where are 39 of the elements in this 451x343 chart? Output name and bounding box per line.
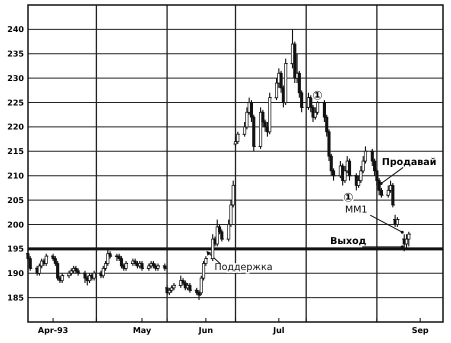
y-tick-label: 225 [7, 98, 24, 108]
y-tick-label: 200 [7, 220, 24, 230]
candlestick [156, 262, 160, 272]
candlestick [83, 270, 87, 284]
candlestick [396, 216, 399, 228]
annotation: ① [312, 88, 323, 102]
y-tick-label: 215 [7, 147, 24, 156]
candlestick [172, 282, 176, 291]
y-tick-label: 190 [7, 269, 24, 278]
candlestick [259, 106, 262, 150]
y-tick-label: 195 [7, 244, 24, 254]
candlestick [38, 262, 41, 276]
x-tick-label: Jun [198, 326, 214, 335]
annotation: MM1 [345, 204, 368, 216]
candlestick [234, 136, 238, 147]
candlestick [188, 282, 192, 294]
candlestick [348, 158, 352, 182]
y-tick-label: 210 [7, 171, 24, 180]
candlestick [76, 268, 80, 276]
candlestick [134, 258, 137, 266]
candlestick [120, 256, 124, 269]
y-tick-label: 240 [7, 25, 24, 34]
candlestick [163, 262, 166, 272]
candlestick [44, 253, 48, 266]
y-tick-label: 185 [7, 293, 24, 302]
x-tick-label: Jul [272, 326, 285, 335]
y-tick-label: 220 [7, 122, 24, 132]
annotation: Выход [330, 236, 367, 248]
x-tick-label: May [132, 326, 152, 335]
y-tick-label: 235 [7, 50, 24, 59]
x-tick-label: Apr-93 [38, 326, 68, 335]
x-tick-label: Sep [412, 326, 429, 335]
candlestick [140, 260, 144, 272]
y-tick-label: 230 [7, 74, 24, 83]
candlestick [102, 265, 105, 279]
candlestick [236, 131, 240, 145]
y-tick-label: 205 [7, 196, 24, 205]
annotation: Продавай [382, 156, 436, 168]
candlestick [92, 270, 96, 282]
